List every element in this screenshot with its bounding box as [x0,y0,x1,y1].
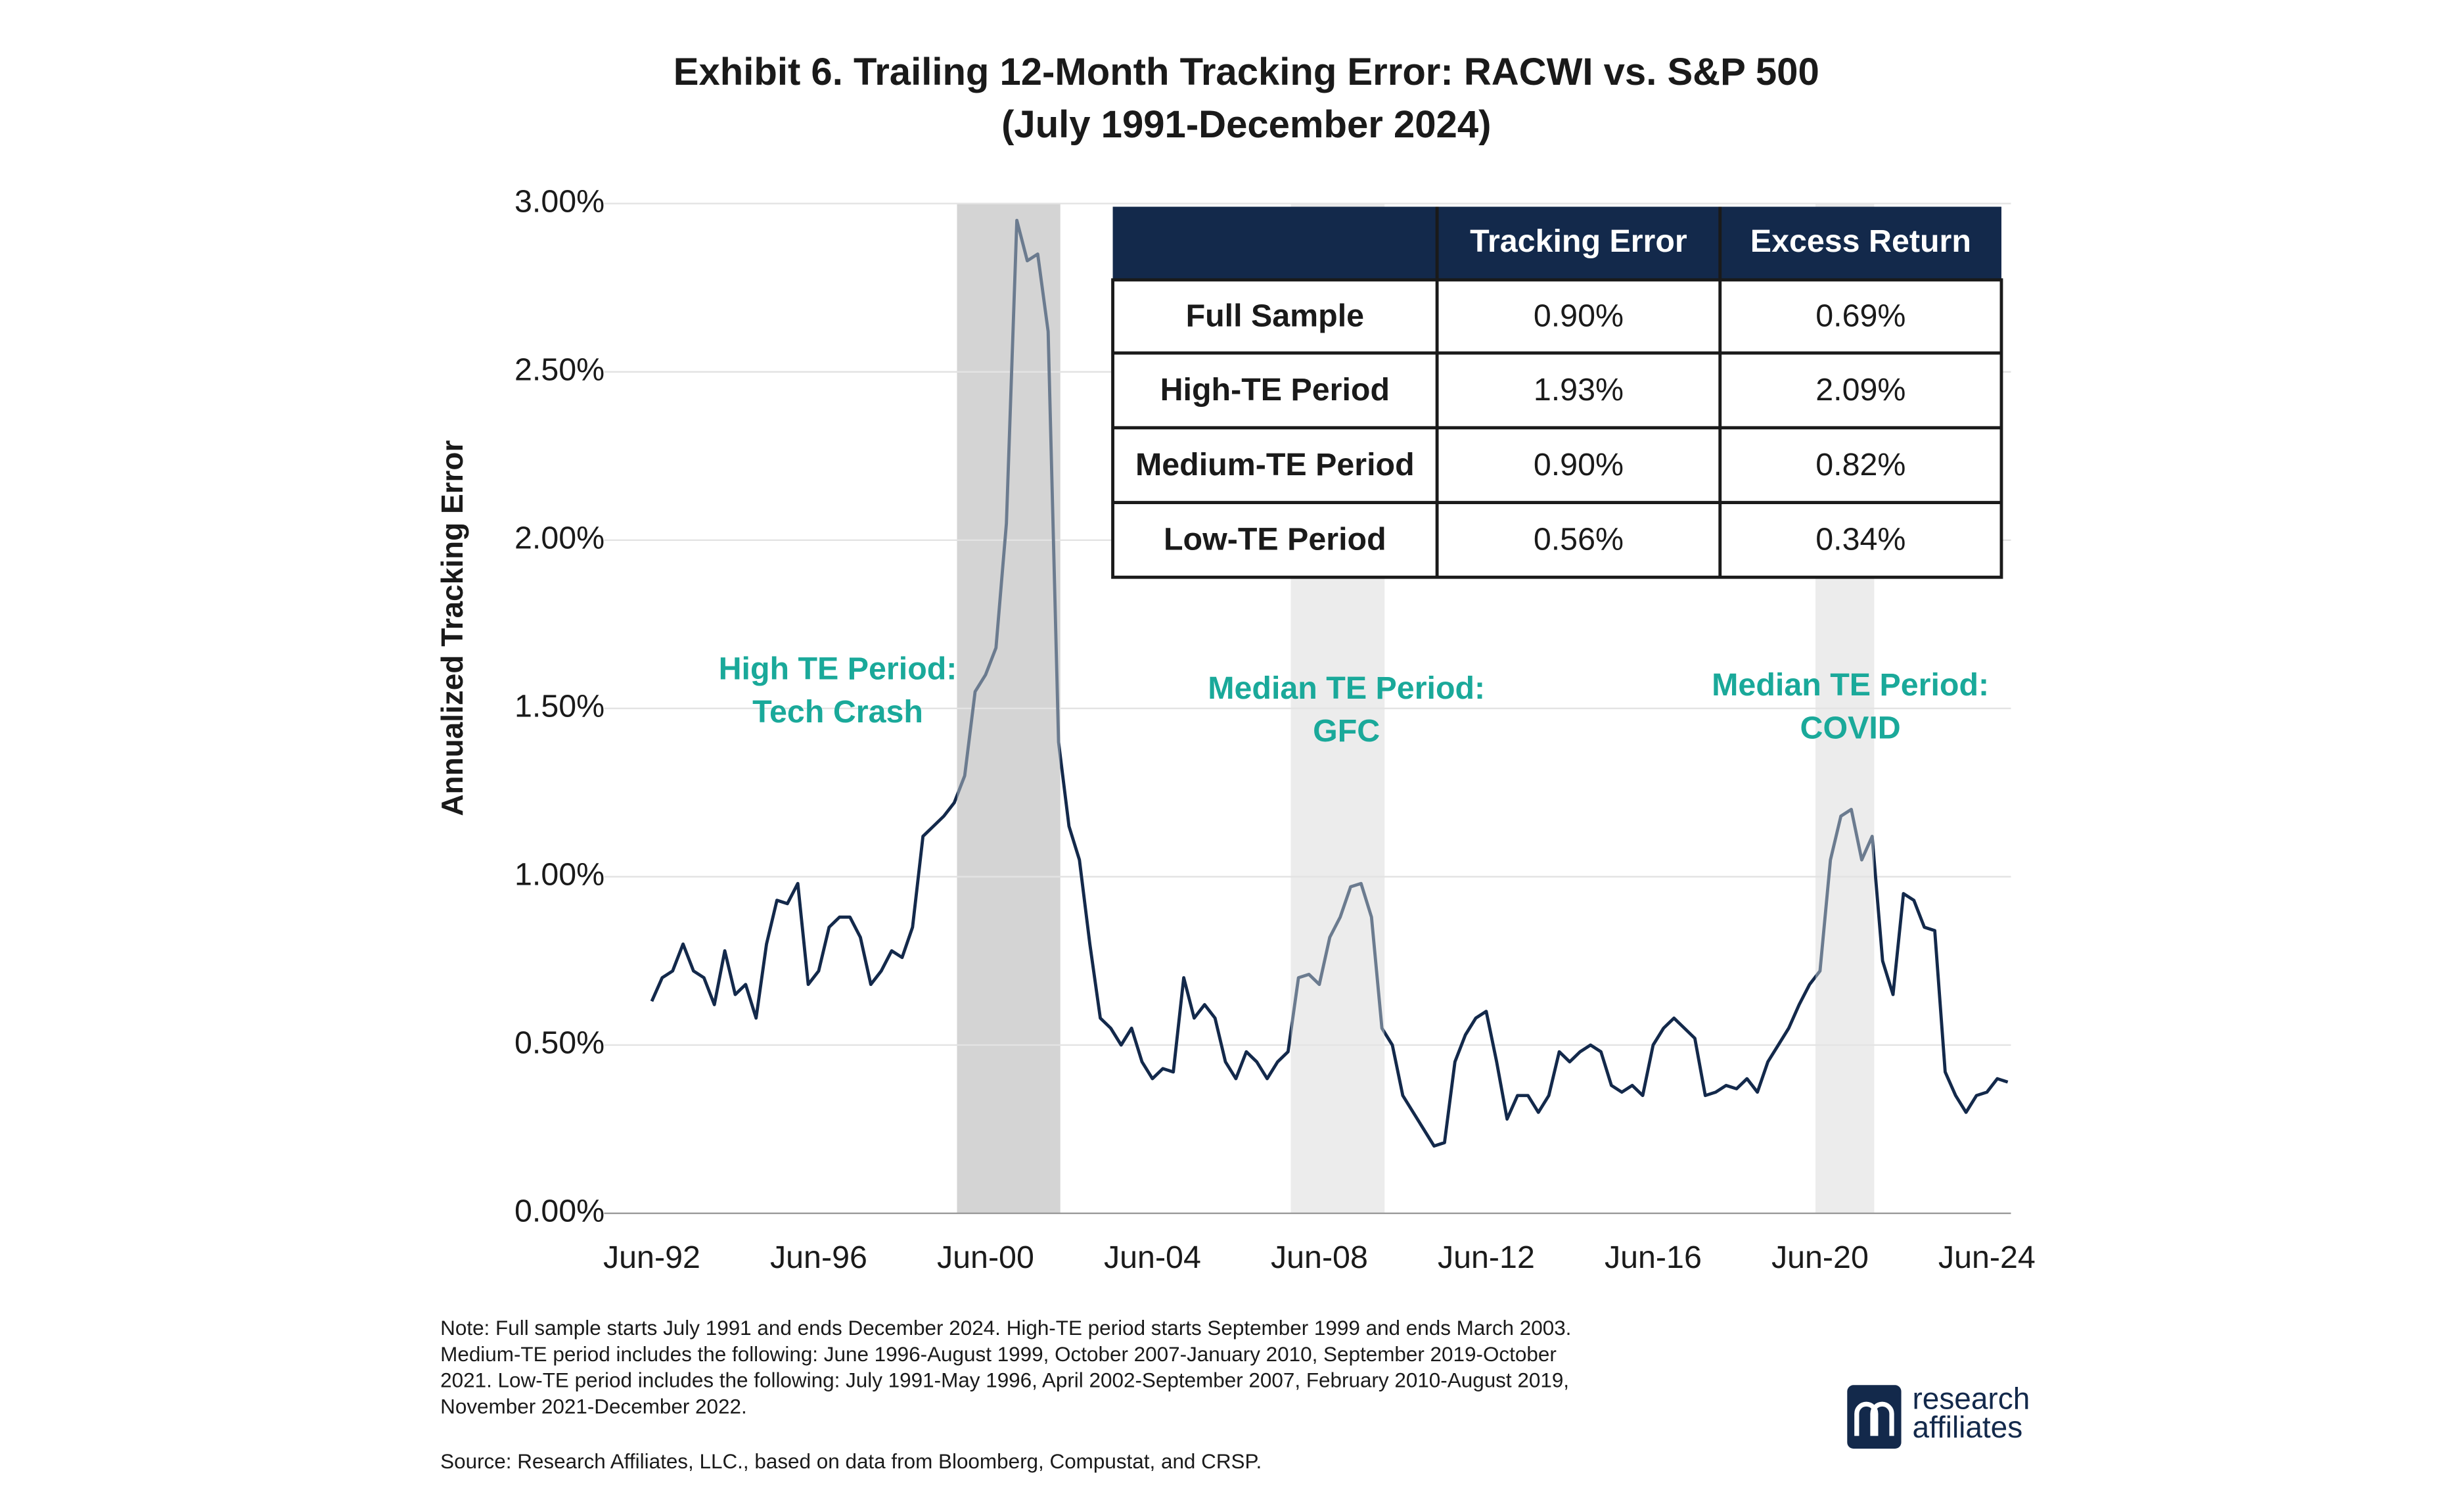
y-tick-label: 3.00% [514,183,605,219]
y-tick-label: 1.00% [514,857,605,893]
x-tick-label: Jun-08 [1271,1240,1368,1275]
x-tick-label: Jun-92 [603,1240,700,1275]
y-tick-label: 2.00% [514,521,605,556]
plot: High TE Period: Tech Crash Median TE Perio… [650,218,2009,1148]
table-cell: 1.93% [1534,372,1624,408]
y-tick-label: 0.50% [514,1025,605,1061]
chart-title: Exhibit 6. Trailing 12-Month Tracking Er… [673,51,1819,93]
annotation: Median TE Period: [1712,667,1989,703]
table-cell: 2.09% [1815,372,1905,408]
x-tick-label: Jun-12 [1438,1240,1535,1275]
x-tick-label: Jun-96 [770,1240,867,1275]
x-tick-label: Jun-00 [937,1240,1034,1275]
y-tick-label: 0.00% [514,1194,605,1229]
annotation: COVID [1800,710,1901,745]
y-tick-label: 1.50% [514,689,605,724]
y-tick-label: 2.50% [514,352,605,388]
x-tick-label: Jun-24 [1938,1240,2036,1275]
notes: Note: Full sample starts July 1991 and e… [440,1317,1571,1473]
note-line: Medium-TE period includes the following:… [440,1343,1557,1366]
annotation: Median TE Period: [1208,670,1485,706]
row-label: High-TE Period [1160,372,1390,408]
y-axis-label: Annualized Tracking Error [435,440,469,816]
annotation: High TE Period: [719,651,957,687]
table-cell: 0.69% [1815,298,1905,334]
logo-text: research [1912,1382,2030,1416]
note-line: Note: Full sample starts July 1991 and e… [440,1317,1571,1340]
table-header: Tracking Error [1470,223,1687,259]
x-tick-label: Jun-04 [1104,1240,1201,1275]
table-cell: 0.90% [1534,298,1624,334]
table-cell: 0.56% [1534,522,1624,557]
row-label: Medium-TE Period [1135,447,1415,482]
source: Source: Research Affiliates, LLC., based… [440,1450,1262,1473]
row-label: Low-TE Period [1164,522,1386,557]
note-line: 2021. Low-TE period includes the followi… [440,1369,1569,1392]
logo: research affiliates [1847,1382,2030,1449]
table-header: Excess Return [1750,223,1971,259]
logo-text: affiliates [1912,1410,2022,1444]
table-cell: 0.82% [1815,447,1905,482]
chart-subtitle: (July 1991-December 2024) [1001,103,1491,146]
note-line: November 2021-December 2022. [440,1395,747,1418]
stats-table: Tracking Error Excess Return Full Sample 0.… [1111,206,2003,579]
logo-glyph [1854,1401,1894,1436]
annotation: GFC [1313,713,1380,749]
table-header-bg [1112,206,2001,280]
x-tick-label: Jun-16 [1605,1240,1702,1275]
table-cell: 0.34% [1815,522,1905,557]
line-series [650,218,2009,1148]
row-label: Full Sample [1186,298,1365,334]
x-tick-label: Jun-20 [1771,1240,1869,1275]
annotation: Tech Crash [752,694,923,730]
table-cell: 0.90% [1534,447,1624,482]
